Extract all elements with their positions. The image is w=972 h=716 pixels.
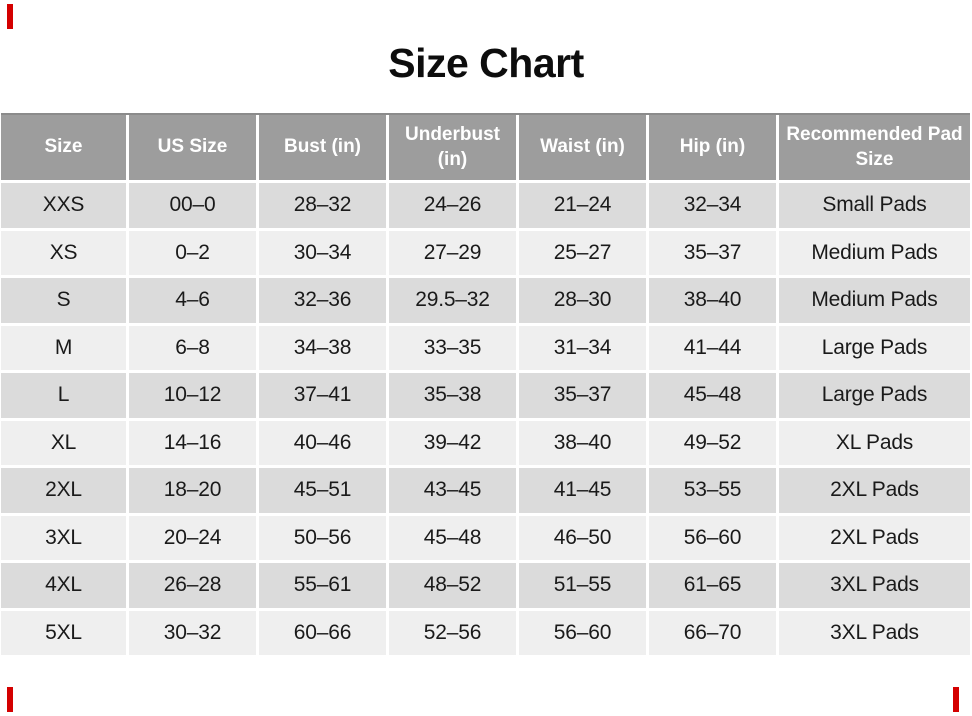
table-row: 3XL 20–24 50–56 45–48 46–50 56–60 2XL Pads [1, 515, 970, 560]
table-cell: 66–70 [649, 610, 776, 655]
size-label-cell: XL [1, 420, 126, 465]
column-header: Recommended Pad Size [779, 115, 970, 180]
size-label-cell: 2XL [1, 468, 126, 513]
table-cell: 18–20 [129, 468, 256, 513]
table-cell: 55–61 [259, 563, 386, 608]
table-cell: Medium Pads [779, 230, 970, 275]
table-row: 2XL 18–20 45–51 43–45 41–45 53–55 2XL Pads [1, 468, 970, 513]
table-cell: 26–28 [129, 563, 256, 608]
table-cell: 31–34 [519, 325, 646, 370]
table-cell: 32–36 [259, 278, 386, 323]
table-cell: 49–52 [649, 420, 776, 465]
red-corner-mark [7, 4, 13, 29]
table-row: XS 0–2 30–34 27–29 25–27 35–37 Medium Pads [1, 230, 970, 275]
table-cell: 28–30 [519, 278, 646, 323]
table-cell: 45–51 [259, 468, 386, 513]
red-corner-mark [7, 687, 13, 712]
table-cell: 4–6 [129, 278, 256, 323]
table-cell: 00–0 [129, 183, 256, 228]
table-cell: 21–24 [519, 183, 646, 228]
column-header: Underbust (in) [389, 115, 516, 180]
table-cell: 41–44 [649, 325, 776, 370]
column-header: Size [1, 115, 126, 180]
table-cell: 32–34 [649, 183, 776, 228]
table-cell: 45–48 [389, 515, 516, 560]
size-table-container: Size US Size Bust (in) Underbust (in) Waist … [1, 113, 970, 655]
table-cell: 60–66 [259, 610, 386, 655]
table-cell: 0–2 [129, 230, 256, 275]
table-cell: 30–32 [129, 610, 256, 655]
column-header: US Size [129, 115, 256, 180]
size-label-cell: XS [1, 230, 126, 275]
table-cell: 14–16 [129, 420, 256, 465]
table-row: XXS 00–0 28–32 24–26 21–24 32–34 Small Pads [1, 183, 970, 228]
size-label-cell: 4XL [1, 563, 126, 608]
table-row: S 4–6 32–36 29.5–32 28–30 38–40 Medium Pads [1, 278, 970, 323]
table-cell: 56–60 [649, 515, 776, 560]
page-title: Size Chart [388, 40, 584, 86]
size-table: Size US Size Bust (in) Underbust (in) Waist … [1, 115, 970, 655]
table-cell: Large Pads [779, 373, 970, 418]
size-label-cell: L [1, 373, 126, 418]
table-cell: 3XL Pads [779, 563, 970, 608]
table-cell: 38–40 [649, 278, 776, 323]
table-cell: 34–38 [259, 325, 386, 370]
size-label-cell: M [1, 325, 126, 370]
column-header: Bust (in) [259, 115, 386, 180]
table-cell: 3XL Pads [779, 610, 970, 655]
table-row: L 10–12 37–41 35–38 35–37 45–48 Large Pads [1, 373, 970, 418]
table-cell: 2XL Pads [779, 515, 970, 560]
column-header: Waist (in) [519, 115, 646, 180]
table-cell: 52–56 [389, 610, 516, 655]
table-cell: 51–55 [519, 563, 646, 608]
table-cell: 46–50 [519, 515, 646, 560]
table-cell: 24–26 [389, 183, 516, 228]
table-cell: 25–27 [519, 230, 646, 275]
table-cell: 33–35 [389, 325, 516, 370]
size-label-cell: S [1, 278, 126, 323]
table-cell: 43–45 [389, 468, 516, 513]
table-cell: 56–60 [519, 610, 646, 655]
table-cell: 2XL Pads [779, 468, 970, 513]
table-cell: 6–8 [129, 325, 256, 370]
table-cell: Large Pads [779, 325, 970, 370]
table-cell: XL Pads [779, 420, 970, 465]
table-cell: 10–12 [129, 373, 256, 418]
table-top-border [1, 113, 970, 115]
table-cell: 50–56 [259, 515, 386, 560]
table-cell: 53–55 [649, 468, 776, 513]
table-cell: 45–48 [649, 373, 776, 418]
table-row: XL 14–16 40–46 39–42 38–40 49–52 XL Pads [1, 420, 970, 465]
table-cell: Small Pads [779, 183, 970, 228]
table-cell: 61–65 [649, 563, 776, 608]
red-corner-mark [953, 687, 959, 712]
table-cell: 35–38 [389, 373, 516, 418]
table-cell: Medium Pads [779, 278, 970, 323]
table-row: M 6–8 34–38 33–35 31–34 41–44 Large Pads [1, 325, 970, 370]
table-cell: 20–24 [129, 515, 256, 560]
size-label-cell: 3XL [1, 515, 126, 560]
table-cell: 35–37 [519, 373, 646, 418]
table-cell: 27–29 [389, 230, 516, 275]
size-label-cell: 5XL [1, 610, 126, 655]
size-label-cell: XXS [1, 183, 126, 228]
table-row: 4XL 26–28 55–61 48–52 51–55 61–65 3XL Pads [1, 563, 970, 608]
table-cell: 37–41 [259, 373, 386, 418]
column-header: Hip (in) [649, 115, 776, 180]
table-cell: 28–32 [259, 183, 386, 228]
table-cell: 48–52 [389, 563, 516, 608]
table-cell: 35–37 [649, 230, 776, 275]
table-cell: 41–45 [519, 468, 646, 513]
table-cell: 38–40 [519, 420, 646, 465]
table-header-row: Size US Size Bust (in) Underbust (in) Waist … [1, 115, 970, 180]
table-cell: 40–46 [259, 420, 386, 465]
table-cell: 39–42 [389, 420, 516, 465]
table-cell: 29.5–32 [389, 278, 516, 323]
table-cell: 30–34 [259, 230, 386, 275]
table-row: 5XL 30–32 60–66 52–56 56–60 66–70 3XL Pads [1, 610, 970, 655]
